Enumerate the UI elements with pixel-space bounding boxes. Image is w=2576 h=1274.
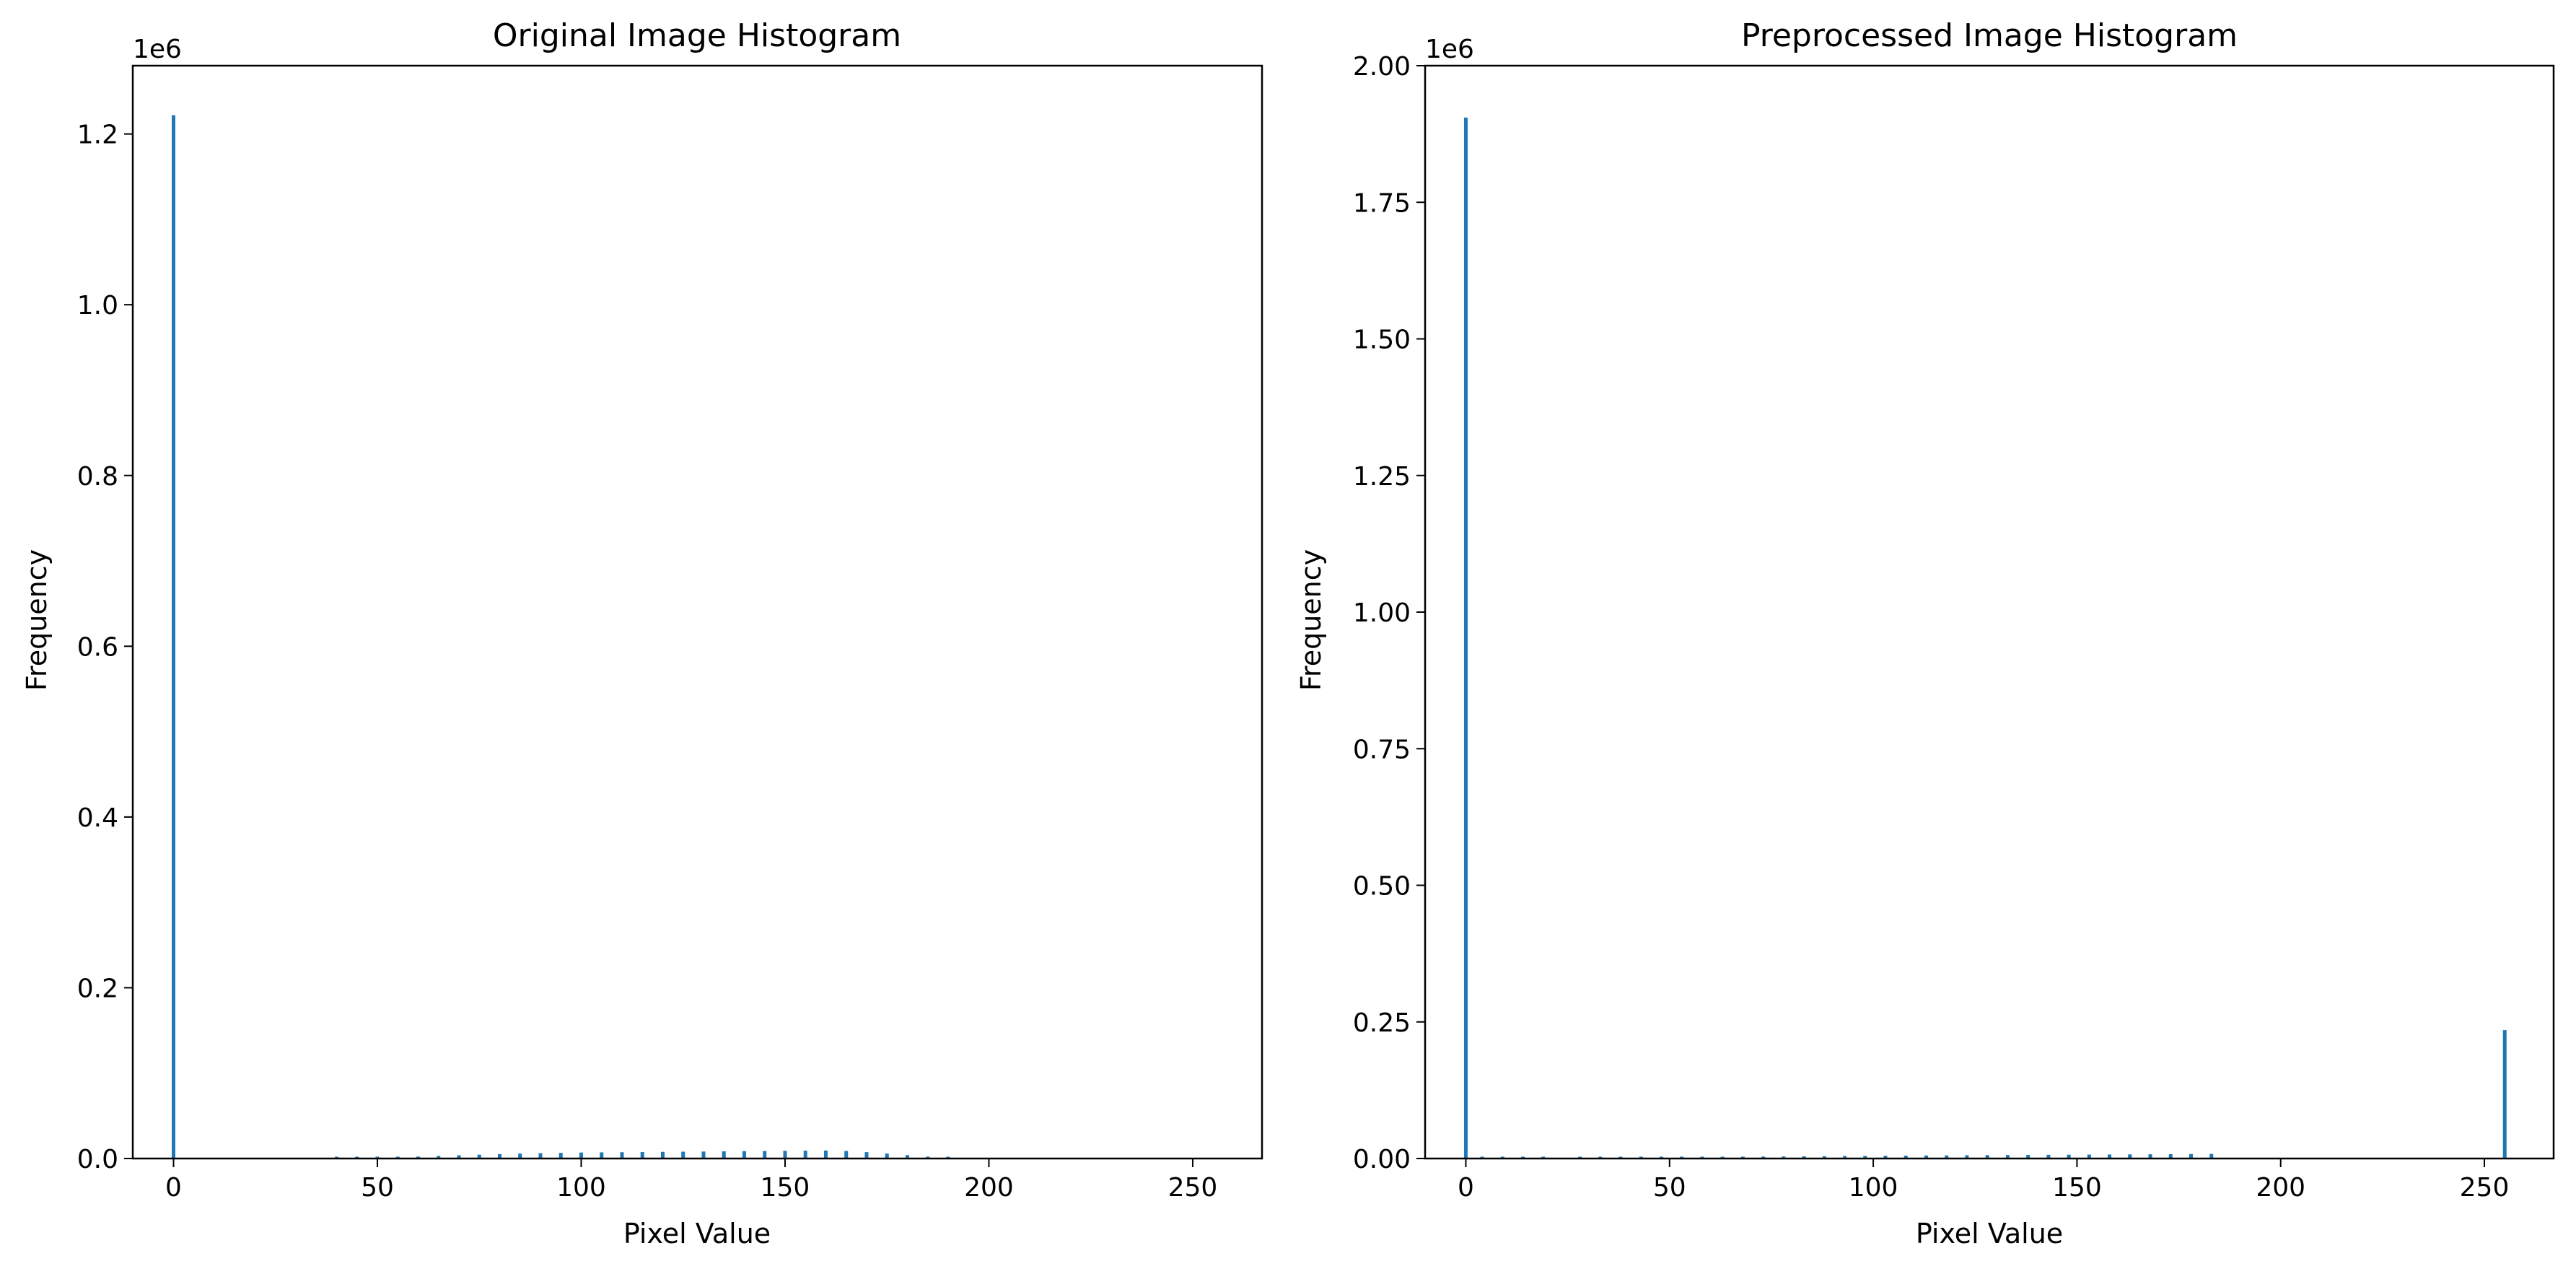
x-tick-label: 200 bbox=[2256, 1173, 2305, 1203]
histogram-bar bbox=[1843, 1156, 1847, 1159]
histogram-bar bbox=[1945, 1155, 1949, 1159]
histogram-bar bbox=[477, 1154, 481, 1159]
y-tick-label: 1.00 bbox=[1353, 598, 1411, 628]
x-tick-label: 100 bbox=[556, 1173, 606, 1203]
original-histogram-panel: Original Image Histogram 1e6 Pixel Value… bbox=[21, 17, 1263, 1249]
histogram-bar bbox=[579, 1152, 583, 1159]
histogram-bar bbox=[2005, 1155, 2010, 1159]
histogram-bar bbox=[457, 1155, 461, 1159]
panel-title: Preprocessed Image Histogram bbox=[1741, 17, 2238, 54]
histogram-bar bbox=[2087, 1154, 2091, 1159]
y-tick-label: 1.2 bbox=[77, 121, 118, 150]
x-tick-label: 250 bbox=[1168, 1173, 1218, 1203]
x-ticks-group: 0 50 100 150 200 250 bbox=[1458, 1159, 2509, 1203]
y-tick-label: 2.00 bbox=[1353, 52, 1411, 82]
histogram-bar bbox=[620, 1152, 624, 1159]
y-tick-label: 0.6 bbox=[77, 632, 118, 662]
x-axis-label: Pixel Value bbox=[623, 1218, 771, 1249]
histogram-bar bbox=[844, 1151, 849, 1159]
histogram-bar bbox=[416, 1156, 420, 1159]
y-ticks-group: 0.0 0.2 0.4 0.6 0.8 1.0 1.2 bbox=[77, 121, 133, 1174]
histogram-bar bbox=[681, 1151, 685, 1159]
histogram-bar bbox=[1822, 1156, 1826, 1159]
x-tick-label: 50 bbox=[361, 1173, 394, 1203]
y-multiplier-label: 1e6 bbox=[1425, 35, 1474, 64]
y-ticks-group: 0.00 0.25 0.50 0.75 1.00 1.25 1.50 1.75 2.00 bbox=[1353, 52, 1425, 1174]
y-tick-label: 1.25 bbox=[1353, 462, 1411, 492]
histogram-bar bbox=[1802, 1156, 1806, 1159]
x-tick-label: 150 bbox=[761, 1173, 810, 1203]
x-tick-label: 250 bbox=[2460, 1173, 2510, 1203]
x-tick-label: 0 bbox=[165, 1173, 182, 1203]
x-tick-label: 0 bbox=[1458, 1173, 1474, 1203]
histogram-bar bbox=[926, 1156, 930, 1159]
histogram-bar bbox=[1985, 1155, 1989, 1159]
histogram-bar bbox=[701, 1151, 706, 1159]
axes-frame bbox=[131, 64, 1263, 1160]
x-tick-label: 150 bbox=[2052, 1173, 2102, 1203]
y-tick-label: 1.50 bbox=[1353, 326, 1411, 355]
histogram-bar bbox=[885, 1153, 889, 1159]
histogram-bar bbox=[2046, 1154, 2051, 1159]
x-tick-label: 200 bbox=[964, 1173, 1014, 1203]
histogram-bar bbox=[742, 1151, 746, 1159]
histogram-bar bbox=[2026, 1155, 2030, 1159]
histogram-bar bbox=[2189, 1153, 2193, 1159]
histogram-bar bbox=[1761, 1156, 1766, 1159]
histogram-bar bbox=[437, 1156, 441, 1159]
histogram-bar bbox=[823, 1151, 828, 1159]
histogram-bar bbox=[1863, 1156, 1867, 1159]
histogram-bar bbox=[1965, 1155, 1969, 1159]
panel-title: Original Image Histogram bbox=[493, 17, 901, 54]
histogram-bar bbox=[518, 1153, 522, 1159]
y-tick-label: 0.2 bbox=[77, 974, 118, 1003]
histogram-bar bbox=[172, 115, 175, 1159]
x-axis-label: Pixel Value bbox=[1916, 1218, 2063, 1249]
histogram-bar bbox=[864, 1152, 869, 1159]
histogram-bar bbox=[1924, 1155, 1928, 1159]
histogram-bar bbox=[558, 1153, 563, 1159]
histogram-bar bbox=[640, 1152, 644, 1159]
x-tick-label: 50 bbox=[1653, 1173, 1686, 1203]
y-tick-label: 1.75 bbox=[1353, 188, 1411, 218]
histogram-bar bbox=[722, 1151, 726, 1159]
y-tick-label: 0.00 bbox=[1353, 1145, 1411, 1174]
histogram-bar bbox=[2168, 1153, 2173, 1159]
histogram-bar bbox=[905, 1155, 909, 1159]
y-tick-label: 0.8 bbox=[77, 462, 118, 492]
y-axis-label: Frequency bbox=[1295, 549, 1327, 691]
y-axis-label: Frequency bbox=[21, 549, 53, 691]
y-multiplier-label: 1e6 bbox=[133, 35, 182, 64]
histogram-bar bbox=[1903, 1156, 1908, 1159]
histogram-bar bbox=[497, 1153, 501, 1159]
histogram-bar bbox=[1883, 1156, 1888, 1159]
histogram-bar bbox=[538, 1153, 543, 1159]
histogram-bar bbox=[1463, 117, 1468, 1159]
x-tick-label: 100 bbox=[1849, 1173, 1898, 1203]
histogram-bar bbox=[2128, 1154, 2132, 1159]
histogram-bar bbox=[2209, 1153, 2214, 1159]
histogram-bar bbox=[660, 1151, 665, 1159]
y-tick-label: 0.4 bbox=[77, 803, 118, 833]
histogram-bar bbox=[1782, 1156, 1786, 1159]
histogram-bar bbox=[803, 1151, 807, 1159]
axes-frame bbox=[1424, 64, 2555, 1160]
histogram-bar bbox=[2108, 1154, 2112, 1159]
histogram-bar bbox=[783, 1151, 787, 1159]
preprocessed-histogram-panel: Preprocessed Image Histogram 1e6 Pixel V… bbox=[1295, 17, 2555, 1249]
histogram-bar bbox=[2067, 1154, 2071, 1159]
histogram-bar bbox=[763, 1151, 767, 1159]
histogram-bar bbox=[600, 1152, 604, 1159]
y-tick-label: 0.25 bbox=[1353, 1008, 1411, 1038]
y-tick-label: 0.0 bbox=[77, 1145, 118, 1174]
y-tick-label: 1.0 bbox=[77, 291, 118, 320]
y-tick-label: 0.75 bbox=[1353, 735, 1411, 764]
y-tick-label: 0.50 bbox=[1353, 872, 1411, 902]
x-ticks-group: 0 50 100 150 200 250 bbox=[165, 1159, 1217, 1203]
histogram-bar bbox=[2148, 1154, 2152, 1159]
histogram-bar bbox=[2502, 1030, 2507, 1159]
